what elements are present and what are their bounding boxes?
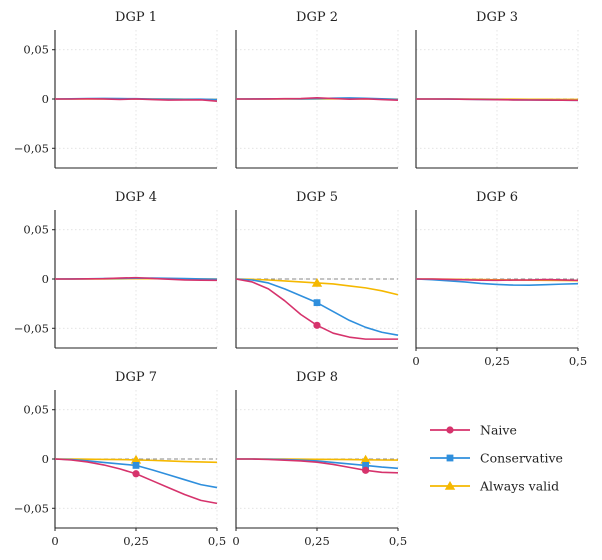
x-tick-label: 0 xyxy=(412,354,419,368)
y-tick-label: 0,05 xyxy=(23,223,49,237)
panel-1: DGP 1 0,05 0 −0,05 xyxy=(14,10,218,169)
series-line-naive xyxy=(416,278,579,282)
x-tick-label: 0,25 xyxy=(304,534,330,548)
panel-title: DGP 5 xyxy=(296,190,338,205)
legend-marker-triangle-icon xyxy=(444,481,456,490)
y-tick-label: −0,05 xyxy=(14,141,49,155)
series-line-naive xyxy=(416,98,579,102)
x-tick-label: 0 xyxy=(232,534,239,548)
panel-title: DGP 2 xyxy=(296,10,338,25)
y-tick-label: 0 xyxy=(42,272,49,286)
panel-title: DGP 3 xyxy=(476,10,518,25)
legend-label: Naive xyxy=(480,423,517,438)
y-tick-label: 0 xyxy=(42,452,49,466)
y-tick-label: −0,05 xyxy=(14,501,49,515)
panel-8: DGP 8 0 0,25 0,5 xyxy=(232,370,407,548)
x-tick-label: 0,5 xyxy=(208,534,226,548)
panel-title: DGP 7 xyxy=(115,370,157,385)
data-point-always-valid xyxy=(130,454,142,464)
data-point-conservative xyxy=(132,462,140,469)
x-tick-label: 0,5 xyxy=(389,534,407,548)
data-point-always-valid xyxy=(311,277,323,287)
panel-2: DGP 2 xyxy=(235,10,399,169)
data-point-naive xyxy=(362,466,370,474)
x-tick-label: 0,25 xyxy=(484,354,510,368)
legend-item: Naive xyxy=(430,423,517,438)
panel-5: DGP 5 xyxy=(235,190,399,349)
y-tick-label: −0,05 xyxy=(14,321,49,335)
panel-4: DGP 4 0,05 0 −0,05 xyxy=(14,190,218,349)
legend-item: Conservative xyxy=(430,451,563,466)
panel-title: DGP 8 xyxy=(296,370,338,385)
legend-marker-circle-icon xyxy=(446,426,454,434)
series-line-conservative xyxy=(415,278,579,287)
legend-item: Always valid xyxy=(430,479,559,494)
series-line-naive xyxy=(55,276,218,282)
legend-marker-square-icon xyxy=(446,454,454,462)
y-tick-label: 0,05 xyxy=(23,43,49,57)
panel-6: DGP 6 0 0,25 0,5 xyxy=(412,190,587,368)
panel-title: DGP 6 xyxy=(476,190,518,205)
panel-3: DGP 3 xyxy=(415,10,579,169)
data-point-naive xyxy=(313,321,321,329)
series-line-naive xyxy=(236,97,399,101)
legend: Naive Conservative Always valid xyxy=(430,423,563,494)
panel-7: DGP 7 0,05 0 −0,05 0 0,25 0,5 xyxy=(14,370,226,548)
legend-label: Conservative xyxy=(480,451,563,466)
y-tick-label: 0 xyxy=(42,92,49,106)
panel-title: DGP 1 xyxy=(115,10,157,25)
x-tick-label: 0,25 xyxy=(123,534,149,548)
x-tick-label: 0 xyxy=(51,534,58,548)
data-point-conservative xyxy=(362,462,369,469)
data-point-always-valid xyxy=(360,454,371,464)
series-line-naive xyxy=(55,98,218,102)
series-line-naive xyxy=(236,458,399,474)
data-point-naive xyxy=(132,470,140,478)
y-tick-label: 0,05 xyxy=(23,403,49,417)
data-point-conservative xyxy=(313,299,321,307)
x-tick-label: 0,5 xyxy=(569,354,587,368)
panel-title: DGP 4 xyxy=(115,190,157,205)
legend-label: Always valid xyxy=(479,479,559,494)
